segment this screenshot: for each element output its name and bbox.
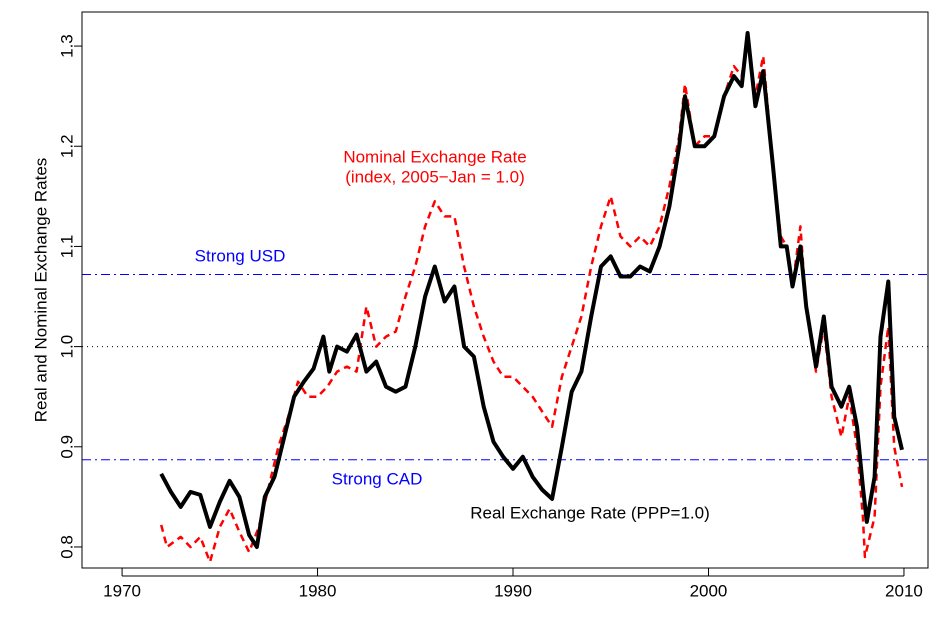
- y-tick-label: 0.8: [57, 535, 76, 559]
- y-axis-label: Real and Nominal Exchange Rates: [31, 158, 50, 423]
- x-tick-label: 2010: [885, 581, 923, 600]
- annotation: Nominal Exchange Rate: [343, 147, 526, 166]
- y-tick-label: 1.0: [57, 335, 76, 359]
- annotation: (index, 2005−Jan = 1.0): [345, 167, 525, 186]
- reference-label: Strong CAD: [332, 469, 423, 488]
- x-tick-label: 1980: [299, 581, 337, 600]
- y-tick-label: 0.9: [57, 435, 76, 459]
- plot-frame: [81, 11, 929, 569]
- y-tick-label: 1.1: [57, 235, 76, 259]
- series-line: [159, 31, 904, 549]
- x-tick-label: 1970: [103, 581, 141, 600]
- y-tick-label: 1.3: [57, 34, 76, 58]
- reference-label: Strong USD: [195, 246, 286, 265]
- annotation: Real Exchange Rate (PPP=1.0): [470, 503, 710, 522]
- x-tick-label: 1990: [494, 581, 532, 600]
- x-tick-label: 2000: [690, 581, 728, 600]
- y-tick-label: 1.2: [57, 134, 76, 158]
